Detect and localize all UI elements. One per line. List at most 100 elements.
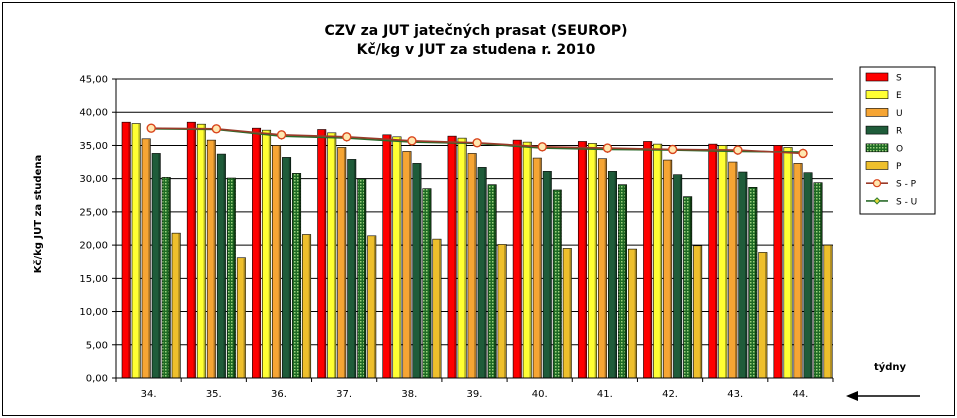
bar-shade-o-2 <box>298 173 301 378</box>
bar-shade-s-4 <box>389 135 391 378</box>
bar-shade-s-2 <box>258 128 261 378</box>
bar-shade-p-7 <box>634 249 637 378</box>
x-tick-label: 37. <box>336 389 352 400</box>
bar-shade-p-0 <box>178 233 180 378</box>
x-axis-ticks: 34. 35. 36. 37. 38. 39. 40. 41. 42. 43. 44. <box>115 378 834 400</box>
marker-sp-5 <box>472 138 482 148</box>
legend-marker-su <box>873 197 881 205</box>
bar-shade-r-9 <box>745 172 747 378</box>
bar-shade-r-1 <box>223 154 226 378</box>
bar-shade-p-10 <box>830 245 832 378</box>
marker-sp-4 <box>407 136 417 146</box>
y-tick-label: 20,00 <box>79 241 108 252</box>
bar-shade-u-6 <box>539 158 542 378</box>
bar-shade-s-3 <box>323 129 326 378</box>
marker-sp-6 <box>537 142 547 152</box>
bar-shade-o-3 <box>363 179 366 378</box>
bar-shade-e-6 <box>529 142 532 378</box>
bar-shade-r-2 <box>288 157 291 378</box>
bar-shade-p-3 <box>373 236 376 378</box>
bar-shade-r-10 <box>810 173 812 378</box>
chart-subtitle: Kč/kg v JUT za studena r. 2010 <box>357 42 596 58</box>
y-tick-label: 30,00 <box>79 174 108 185</box>
legend-marker-sp <box>872 179 882 188</box>
bar-shade-u-4 <box>409 151 411 378</box>
bar-shade-p-5 <box>504 244 506 378</box>
x-tick-label: 39. <box>467 389 483 400</box>
bar-shade-p-2 <box>308 234 311 378</box>
legend-label: S <box>896 74 902 84</box>
x-axis-label: týdny <box>874 361 907 373</box>
y-tick-label: 5,00 <box>86 340 108 351</box>
bar-shade-e-0 <box>138 124 140 378</box>
y-tick-label: 10,00 <box>79 307 108 318</box>
legend-label: S - P <box>896 180 917 190</box>
bar-shade-p-6 <box>569 248 572 378</box>
y-tick-label: 45,00 <box>79 75 108 86</box>
bar-shade-p-9 <box>765 252 767 378</box>
legend-label: O <box>896 144 903 154</box>
bar-shade-s-7 <box>584 141 587 378</box>
x-tick-label: 34. <box>141 389 157 400</box>
legend-label: P <box>896 162 902 172</box>
legend-swatch-s <box>865 72 889 82</box>
bar-shade-e-2 <box>268 130 271 378</box>
legend-box <box>859 66 936 215</box>
bar-shade-e-1 <box>203 124 206 378</box>
bar-shade-o-1 <box>233 178 236 378</box>
bar-shade-u-3 <box>343 147 346 378</box>
bar-shade-s-9 <box>715 144 717 378</box>
legend-label: U <box>896 109 903 119</box>
y-axis-ticks: 0,00 5,00 10,00 15,00 20,00 25,00 30,00 35,00 40… <box>79 75 116 385</box>
bar-shade-p-4 <box>439 239 441 378</box>
marker-sp-0 <box>146 123 156 133</box>
bar-shade-o-10 <box>820 183 822 378</box>
bar-shade-u-1 <box>213 140 216 378</box>
legend-swatch-e <box>865 90 889 99</box>
x-tick-label: 35. <box>206 389 222 400</box>
bar-shade-u-10 <box>800 163 802 378</box>
bar-shade-r-5 <box>484 167 486 378</box>
legend-label: E <box>896 91 902 101</box>
bar-shade-o-7 <box>624 185 627 378</box>
marker-sp-9 <box>733 145 743 155</box>
bar-shade-o-6 <box>559 190 562 378</box>
marker-sp-1 <box>211 124 222 134</box>
x-tick-label: 44. <box>792 389 808 400</box>
x-tick-label: 40. <box>532 389 548 400</box>
bar-shade-s-0 <box>128 122 130 378</box>
y-tick-label: 35,00 <box>79 141 108 152</box>
y-tick-label: 25,00 <box>79 207 108 218</box>
bar-shade-e-9 <box>725 145 727 378</box>
chart-title: CZV za JUT jatečných prasat (SEUROP) <box>324 23 627 39</box>
marker-sp-10 <box>798 148 808 159</box>
bar-shade-r-3 <box>353 159 356 378</box>
bar-shade-s-10 <box>780 145 782 378</box>
y-tick-label: 0,00 <box>86 374 108 385</box>
legend-swatch-o <box>865 143 889 153</box>
bar-shade-e-10 <box>790 147 792 378</box>
legend-swatch-p <box>865 161 889 170</box>
bar-shade-o-5 <box>494 185 496 378</box>
bar-shade-s-5 <box>454 136 456 378</box>
bar-shade-p-8 <box>699 246 702 378</box>
bar-shade-s-6 <box>519 140 522 378</box>
bar-shade-u-7 <box>604 159 607 378</box>
legend-label: R <box>896 127 902 137</box>
bar-shade-r-4 <box>419 163 421 378</box>
marker-sp-2 <box>276 130 287 140</box>
marker-sp-7 <box>602 143 613 153</box>
y-axis-label: Kč/kg JUT za studena <box>32 155 44 273</box>
x-tick-label: 38. <box>401 389 417 400</box>
bar-shade-e-8 <box>659 144 662 378</box>
marker-sp-3 <box>342 132 352 142</box>
x-tick-label: 36. <box>271 389 287 400</box>
bar-shade-o-0 <box>168 177 170 378</box>
bar-shade-s-1 <box>193 122 196 378</box>
bar-shade-e-7 <box>594 143 597 378</box>
x-tick-label: 43. <box>727 389 743 400</box>
marker-sp-8 <box>667 144 678 155</box>
legend-swatch-r <box>865 125 889 135</box>
bar-shade-p-1 <box>243 258 246 378</box>
